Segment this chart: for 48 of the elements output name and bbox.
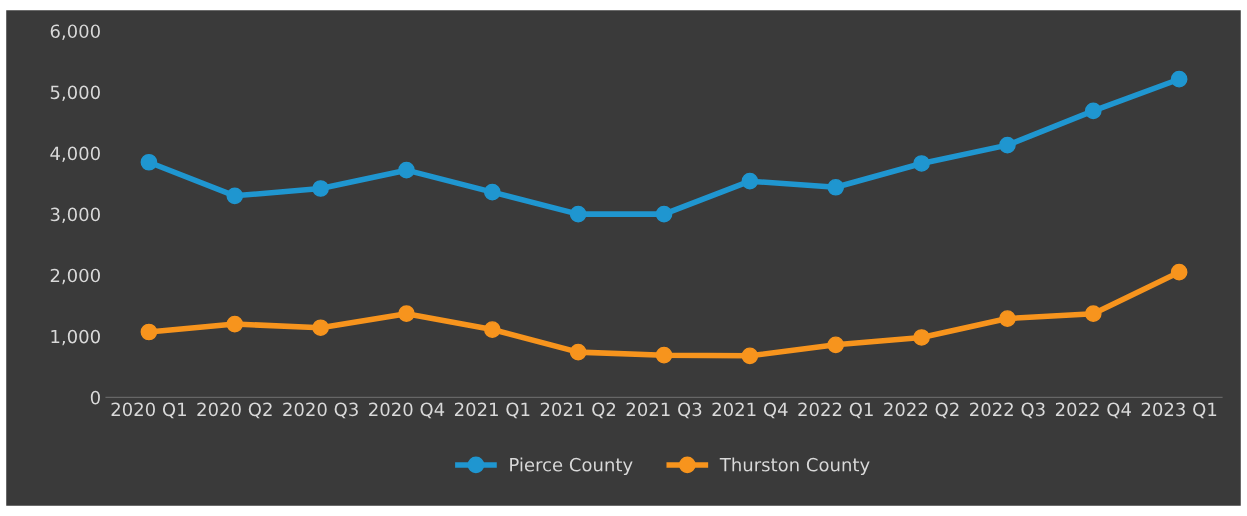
x-tick-label: 2020 Q4 xyxy=(369,402,445,419)
point xyxy=(483,321,501,338)
point xyxy=(999,310,1016,327)
point xyxy=(398,161,415,179)
point xyxy=(140,153,158,171)
x-tick-label: 2021 Q3 xyxy=(626,402,702,419)
x-tick-label: 2020 Q3 xyxy=(283,402,358,419)
point xyxy=(398,305,415,323)
point xyxy=(569,205,587,223)
x-tick-label: 2021 Q2 xyxy=(540,402,616,419)
x-tick-label: 2021 Q1 xyxy=(454,402,530,419)
x-tick-label: 2020 Q2 xyxy=(197,402,272,419)
y-tick-label: 5,000 xyxy=(50,85,100,101)
point xyxy=(913,155,930,172)
x-tick-label: 2021 Q4 xyxy=(712,402,788,419)
point xyxy=(827,178,845,196)
point xyxy=(999,136,1016,154)
point xyxy=(569,343,587,361)
point xyxy=(226,187,244,205)
point xyxy=(1170,70,1188,88)
x-tick-label: 2022 Q1 xyxy=(798,402,873,419)
y-tick-label: 4,000 xyxy=(50,146,100,163)
legend-label: Thurston County xyxy=(719,457,870,476)
x-tick-label: 2022 Q3 xyxy=(970,402,1045,419)
point xyxy=(913,329,930,346)
x-tick-label: 2020 Q1 xyxy=(111,402,186,419)
x-tick-label: 2023 Q1 xyxy=(1141,402,1217,419)
point xyxy=(741,172,759,190)
point xyxy=(827,336,845,354)
x-tick-label: 2022 Q2 xyxy=(884,402,959,419)
point xyxy=(655,205,673,223)
point xyxy=(140,323,158,341)
point xyxy=(312,180,329,197)
point xyxy=(741,347,759,365)
y-tick-label: 3,000 xyxy=(50,207,100,224)
y-tick-label: 1,000 xyxy=(51,329,100,346)
y-tick-label: 6,000 xyxy=(50,24,100,40)
legend-label: Pierce County xyxy=(510,457,633,476)
point xyxy=(1170,263,1188,281)
point xyxy=(1084,305,1102,323)
point xyxy=(483,183,501,201)
y-tick-label: 0 xyxy=(90,390,100,405)
point xyxy=(1084,102,1102,120)
point xyxy=(226,315,244,333)
y-tick-label: 2,000 xyxy=(50,268,100,285)
point xyxy=(655,346,673,364)
x-tick-label: 2022 Q4 xyxy=(1055,402,1131,419)
point xyxy=(312,319,329,337)
